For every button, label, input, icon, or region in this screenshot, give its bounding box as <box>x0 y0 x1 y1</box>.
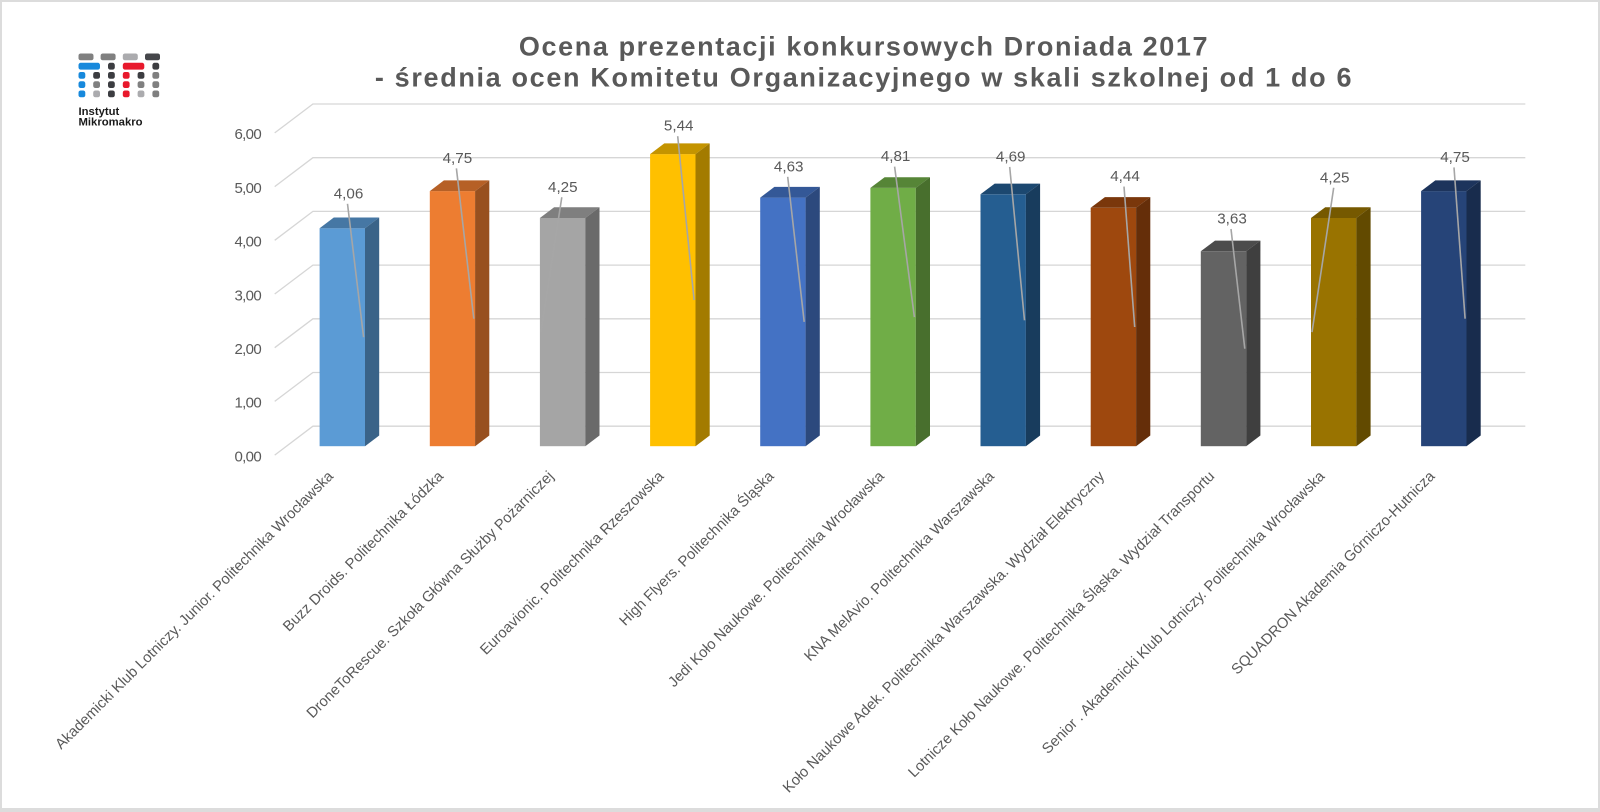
svg-text:4,06: 4,06 <box>334 185 364 202</box>
svg-text:4,75: 4,75 <box>1440 149 1470 166</box>
svg-text:4,69: 4,69 <box>996 148 1026 165</box>
svg-text:4,75: 4,75 <box>443 150 473 167</box>
svg-text:5,44: 5,44 <box>664 118 694 135</box>
svg-text:1,00: 1,00 <box>234 395 261 412</box>
svg-text:6,00: 6,00 <box>234 126 261 143</box>
svg-text:SQUADRON Akademia Górniczo-Hut: SQUADRON Akademia Górniczo-Hutnicza <box>1229 468 1439 678</box>
svg-text:2,00: 2,00 <box>234 341 261 358</box>
svg-text:4,00: 4,00 <box>234 234 261 251</box>
svg-text:0,00: 0,00 <box>234 448 261 465</box>
svg-text:Instytut: Instytut <box>79 106 120 118</box>
svg-text:DroneToRescue. Szkoła Główna S: DroneToRescue. Szkoła Główna Służby Poża… <box>304 469 557 722</box>
svg-text:Mikromakro: Mikromakro <box>79 117 143 129</box>
svg-text:4,44: 4,44 <box>1110 168 1140 185</box>
svg-text:Euroavionic. Politechnika Rzes: Euroavionic. Politechnika Rzeszowska <box>478 468 668 658</box>
svg-text:4,81: 4,81 <box>881 148 911 165</box>
svg-text:Jedi Koło Naukowe. Politechnik: Jedi Koło Naukowe. Politechnika Wrocławs… <box>665 468 888 691</box>
svg-text:4,63: 4,63 <box>774 158 804 175</box>
svg-text:4,25: 4,25 <box>548 179 578 196</box>
svg-text:3,63: 3,63 <box>1217 211 1247 228</box>
svg-text:3,00: 3,00 <box>234 287 261 304</box>
svg-text:Ocena prezentacji konkursowych: Ocena prezentacji konkursowych Droniada … <box>519 32 1209 62</box>
svg-text:4,25: 4,25 <box>1320 169 1350 186</box>
svg-text:- średnia ocen Komitetu Organi: - średnia ocen Komitetu Organizacyjnego … <box>375 63 1353 93</box>
svg-text:KNA MelAvio. Politechnika Wars: KNA MelAvio. Politechnika Warszawska <box>802 468 999 665</box>
svg-text:5,00: 5,00 <box>234 180 261 197</box>
